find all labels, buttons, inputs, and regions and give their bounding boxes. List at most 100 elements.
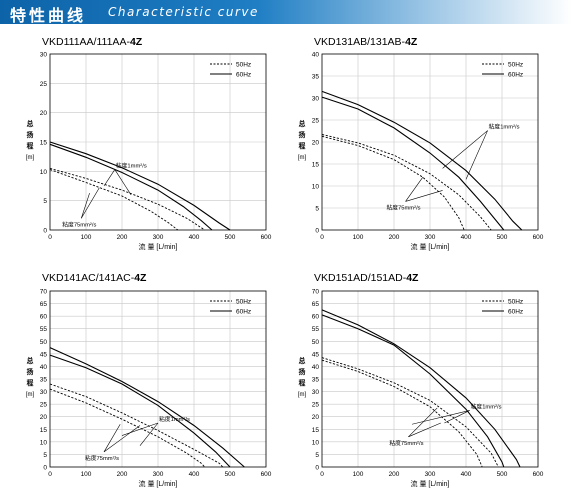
chart-title: VKD131AB/131AB-4Z <box>314 36 418 48</box>
y-axis-label: [m] <box>298 155 307 161</box>
x-tick-label: 400 <box>461 234 472 241</box>
series-line <box>49 383 224 468</box>
series-line <box>321 359 483 468</box>
header-title-jp: 特性曲线 <box>10 6 87 25</box>
annotation-leader <box>405 177 424 202</box>
chart-4: 0 5 10 15 20 25 30 35 40 45 50 55 60 65 70 0 100 200 300 40… <box>298 289 544 489</box>
y-axis-label: [m] <box>26 392 35 398</box>
y-tick-label: 45 <box>312 351 320 358</box>
x-tick-label: 200 <box>117 471 128 478</box>
series-line <box>321 135 465 231</box>
chart-title: VKD151AD/151AD-4Z <box>314 272 419 284</box>
y-axis-label: 扬 <box>27 130 34 139</box>
annotation-leader <box>103 424 121 453</box>
annotation-leader <box>139 422 159 446</box>
y-tick-label: 30 <box>40 52 48 59</box>
y-tick-label: 10 <box>312 184 320 191</box>
series-line <box>321 314 505 468</box>
series-line <box>49 167 206 231</box>
x-tick-label: 200 <box>389 471 400 478</box>
y-tick-label: 55 <box>40 326 48 333</box>
annotation-label: 粘度1mm²/s <box>471 402 502 410</box>
x-tick-label: 400 <box>189 234 200 241</box>
y-tick-label: 70 <box>312 289 320 296</box>
legend-label: 50Hz <box>236 299 251 306</box>
x-tick-label: 300 <box>425 471 436 478</box>
y-tick-label: 20 <box>40 414 48 421</box>
series-line <box>49 169 179 231</box>
x-tick-label: 300 <box>425 234 436 241</box>
y-tick-label: 0 <box>315 465 319 472</box>
annotation-leader <box>81 192 90 219</box>
annotation-leader <box>411 410 470 425</box>
annotation-leader <box>81 187 100 219</box>
y-tick-label: 10 <box>40 439 48 446</box>
x-tick-label: 300 <box>153 234 164 241</box>
annotation-label: 粘度1mm²/s <box>489 123 520 131</box>
annotation-label: 粘度75mm²/s <box>386 203 420 211</box>
chart-title: VKD111AA/111AA-4Z <box>42 36 143 48</box>
x-tick-label: 600 <box>533 234 544 241</box>
x-tick-label: 500 <box>225 471 236 478</box>
x-axis-label: 流 量 [L/min] <box>139 479 178 488</box>
y-tick-label: 0 <box>43 465 47 472</box>
y-axis-label: 总 <box>299 119 306 128</box>
legend-label: 60Hz <box>236 72 251 79</box>
annotation-label: 粘度75mm²/s <box>62 220 96 228</box>
section-header: 特性曲线 Characteristic curve <box>0 0 572 25</box>
x-tick-label: 600 <box>533 471 544 478</box>
x-tick-label: 400 <box>461 471 472 478</box>
y-tick-label: 10 <box>40 169 48 176</box>
y-tick-label: 25 <box>312 402 320 409</box>
annotation-label: 粘度1mm²/s <box>116 162 147 170</box>
series-line <box>321 96 505 231</box>
legend-label: 50Hz <box>236 62 251 69</box>
legend-label: 60Hz <box>508 309 523 316</box>
y-tick-label: 30 <box>312 389 320 396</box>
y-axis-label: 总 <box>27 356 34 365</box>
annotation-leader <box>103 425 141 453</box>
y-tick-label: 60 <box>40 314 48 321</box>
annotation-leader <box>408 422 441 438</box>
x-tick-label: 400 <box>189 471 200 478</box>
x-tick-label: 600 <box>261 471 272 478</box>
y-tick-label: 40 <box>312 364 320 371</box>
plot-frame <box>49 290 267 468</box>
series-line <box>321 134 492 231</box>
legend-label: 50Hz <box>508 299 523 306</box>
x-tick-label: 100 <box>353 234 364 241</box>
y-tick-label: 65 <box>312 301 320 308</box>
plot-frame <box>321 290 539 468</box>
x-tick-label: 200 <box>389 234 400 241</box>
annotation-leader <box>114 169 132 195</box>
y-tick-label: 30 <box>312 96 320 103</box>
y-tick-label: 65 <box>40 301 48 308</box>
x-tick-label: 500 <box>497 234 508 241</box>
y-axis-label: 扬 <box>299 367 306 376</box>
y-axis-label: 扬 <box>299 130 306 139</box>
y-axis-label: 程 <box>27 141 34 150</box>
legend-label: 60Hz <box>508 72 523 79</box>
y-axis-label: [m] <box>298 392 307 398</box>
y-axis-label: 程 <box>299 141 306 150</box>
header-title-en: Characteristic curve <box>108 5 259 19</box>
y-tick-label: 35 <box>40 377 48 384</box>
y-tick-label: 20 <box>40 110 48 117</box>
y-tick-label: 40 <box>40 364 48 371</box>
annotation-label: 粘度1mm²/s <box>159 415 190 423</box>
chart-title: VKD141AC/141AC-4Z <box>42 272 147 284</box>
x-axis-label: 流 量 [L/min] <box>411 242 450 251</box>
y-axis-label: 程 <box>27 378 34 387</box>
y-tick-label: 55 <box>312 326 320 333</box>
y-tick-label: 40 <box>312 52 320 59</box>
x-tick-label: 600 <box>261 234 272 241</box>
y-tick-label: 0 <box>43 228 47 235</box>
series-line <box>321 357 499 468</box>
annotation-leader <box>442 130 488 169</box>
x-tick-label: 0 <box>320 234 324 241</box>
plot-frame <box>321 53 539 231</box>
y-tick-label: 60 <box>312 314 320 321</box>
y-tick-label: 5 <box>315 206 319 213</box>
